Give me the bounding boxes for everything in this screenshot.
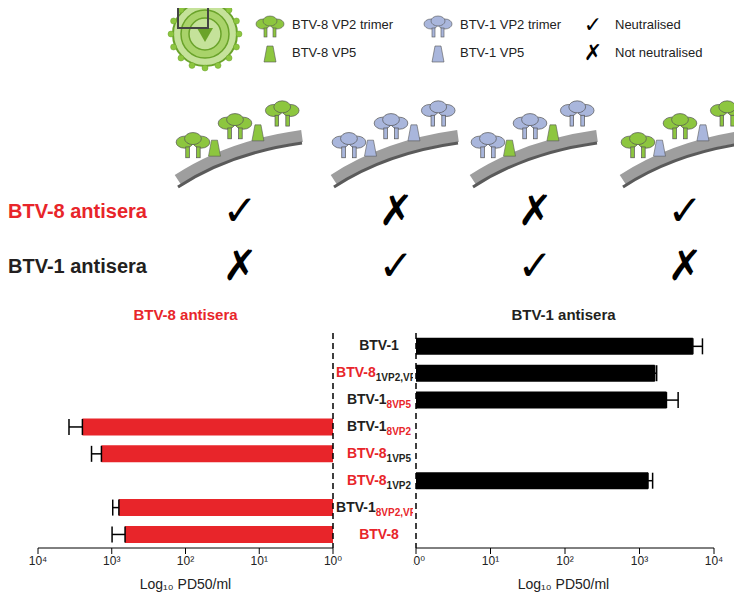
svg-text:10⁴: 10⁴ xyxy=(29,554,48,568)
svg-text:BTV-8 antisera: BTV-8 antisera xyxy=(8,200,148,222)
svg-text:✗: ✗ xyxy=(584,40,602,65)
svg-text:BTV-8: BTV-8 xyxy=(359,525,399,541)
svg-text:✗: ✗ xyxy=(517,186,552,235)
svg-text:Neutralised: Neutralised xyxy=(615,17,681,32)
svg-text:BTV-18VP2,VP5: BTV-18VP2,VP5 xyxy=(336,498,413,517)
html-text:Log₁₀ PD50/ml: Log₁₀ PD50/ml xyxy=(139,576,232,592)
svg-text:BTV-1 VP2 trimer: BTV-1 VP2 trimer xyxy=(460,17,562,32)
svg-text:10¹: 10¹ xyxy=(251,554,268,568)
svg-text:✗: ✗ xyxy=(222,241,257,290)
svg-text:BTV-8 VP5: BTV-8 VP5 xyxy=(292,45,356,60)
svg-text:BTV-81VP2,VP5: BTV-81VP2,VP5 xyxy=(336,364,413,383)
svg-text:✓: ✓ xyxy=(378,241,413,290)
svg-text:✗: ✗ xyxy=(378,186,413,235)
svg-text:10²: 10² xyxy=(556,554,573,568)
svg-text:BTV-8 VP2 trimer: BTV-8 VP2 trimer xyxy=(292,17,394,32)
svg-text:10⁰: 10⁰ xyxy=(413,554,425,568)
svg-text:✗: ✗ xyxy=(667,241,702,290)
svg-text:✓: ✓ xyxy=(667,186,702,235)
svg-text:BTV-1: BTV-1 xyxy=(359,337,399,353)
html-text:BTV-8 antisera: BTV-8 antisera xyxy=(133,306,238,323)
svg-text:10³: 10³ xyxy=(631,554,648,568)
svg-text:10⁰: 10⁰ xyxy=(324,554,342,568)
svg-text:BTV-81VP5: BTV-81VP5 xyxy=(347,445,412,464)
svg-text:BTV-1 antisera: BTV-1 antisera xyxy=(8,255,148,277)
svg-text:10⁴: 10⁴ xyxy=(705,554,724,568)
svg-text:✓: ✓ xyxy=(222,186,257,235)
svg-text:10¹: 10¹ xyxy=(482,554,499,568)
svg-text:BTV-81VP2: BTV-81VP2 xyxy=(347,472,412,491)
svg-text:BTV-1 VP5: BTV-1 VP5 xyxy=(460,45,524,60)
svg-text:BTV-18VP2: BTV-18VP2 xyxy=(347,418,412,437)
html-text:BTV-1 antisera: BTV-1 antisera xyxy=(511,306,616,323)
svg-text:10²: 10² xyxy=(177,554,194,568)
html-text:Log₁₀ PD50/ml: Log₁₀ PD50/ml xyxy=(517,576,610,592)
svg-text:Not neutralised: Not neutralised xyxy=(615,45,702,60)
svg-text:10³: 10³ xyxy=(103,554,120,568)
svg-text:BTV-18VP5: BTV-18VP5 xyxy=(347,391,412,410)
svg-text:✓: ✓ xyxy=(584,12,602,37)
svg-text:✓: ✓ xyxy=(517,241,552,290)
